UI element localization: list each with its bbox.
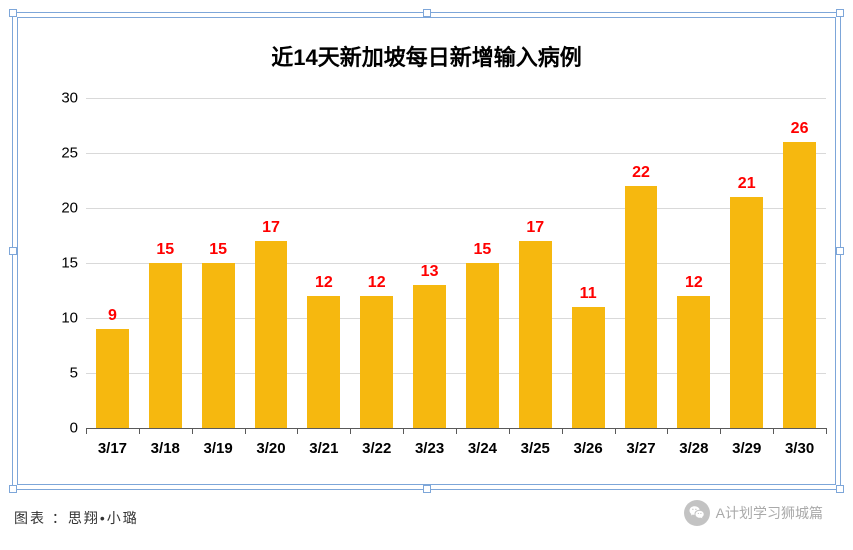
x-axis-label: 3/27 [626, 440, 655, 457]
footer-watermark: A计划学习狮城篇 [684, 500, 823, 526]
plot-area: 05101520253093/17153/18153/19173/20123/2… [86, 98, 826, 428]
x-tick [350, 428, 351, 434]
bar-value-label: 17 [526, 219, 544, 237]
bar [783, 142, 816, 428]
x-tick [192, 428, 193, 434]
x-axis-label: 3/22 [362, 440, 391, 457]
x-axis-label: 3/21 [309, 440, 338, 457]
x-tick [826, 428, 827, 434]
y-axis-label: 30 [38, 90, 78, 107]
x-axis-label: 3/23 [415, 440, 444, 457]
x-tick [403, 428, 404, 434]
bar-value-label: 21 [738, 175, 756, 193]
bar-value-label: 17 [262, 219, 280, 237]
resize-handle-left[interactable] [9, 247, 17, 255]
y-axis-label: 10 [38, 310, 78, 327]
wechat-icon [684, 500, 710, 526]
gridline [86, 98, 826, 99]
x-axis-label: 3/28 [679, 440, 708, 457]
bar [519, 241, 552, 428]
x-axis-label: 3/18 [151, 440, 180, 457]
resize-handle-right[interactable] [836, 247, 844, 255]
resize-handle-tr[interactable] [836, 9, 844, 17]
x-tick [773, 428, 774, 434]
bar-value-label: 15 [209, 241, 227, 259]
resize-handle-top[interactable] [423, 9, 431, 17]
x-axis-label: 3/17 [98, 440, 127, 457]
bar [466, 263, 499, 428]
bar [625, 186, 658, 428]
x-tick [456, 428, 457, 434]
bar [730, 197, 763, 428]
gridline [86, 263, 826, 264]
bar-value-label: 13 [421, 263, 439, 281]
x-axis-label: 3/20 [256, 440, 285, 457]
bar [572, 307, 605, 428]
gridline [86, 153, 826, 154]
x-tick [720, 428, 721, 434]
resize-handle-tl[interactable] [9, 9, 17, 17]
bar-value-label: 22 [632, 164, 650, 182]
y-axis-label: 15 [38, 255, 78, 272]
x-axis-label: 3/25 [521, 440, 550, 457]
gridline [86, 373, 826, 374]
chart-title: 近14天新加坡每日新增输入病例 [18, 40, 835, 72]
footer-credit: 图表 ：思翔•小璐 [14, 508, 139, 528]
bar [360, 296, 393, 428]
resize-handle-bottom[interactable] [423, 485, 431, 493]
x-tick [615, 428, 616, 434]
x-axis-label: 3/24 [468, 440, 497, 457]
footer-watermark-text: A计划学习狮城篇 [716, 503, 823, 523]
x-axis-label: 3/29 [732, 440, 761, 457]
x-tick [509, 428, 510, 434]
x-axis-label: 3/26 [574, 440, 603, 457]
bar [413, 285, 446, 428]
chart-frame: 近14天新加坡每日新增输入病例 0 5 10 15 20 25 30 9 3/17 15 3/18 1… [12, 12, 841, 490]
x-axis-label: 3/19 [204, 440, 233, 457]
chart-inner-frame: 近14天新加坡每日新增输入病例 0 5 10 15 20 25 30 9 3/17 15 3/18 1… [17, 17, 836, 485]
bar-value-label: 15 [474, 241, 492, 259]
bar [149, 263, 182, 428]
y-axis-label: 20 [38, 200, 78, 217]
bar-value-label: 26 [791, 120, 809, 138]
x-tick [297, 428, 298, 434]
bar [255, 241, 288, 428]
resize-handle-bl[interactable] [9, 485, 17, 493]
y-axis-label: 25 [38, 145, 78, 162]
bar [677, 296, 710, 428]
gridline [86, 318, 826, 319]
bar [307, 296, 340, 428]
x-tick [139, 428, 140, 434]
x-tick [562, 428, 563, 434]
bar-value-label: 9 [108, 307, 117, 325]
y-axis-label: 0 [38, 420, 78, 437]
bar-value-label: 11 [580, 285, 597, 303]
bar-value-label: 12 [685, 274, 703, 292]
x-tick [245, 428, 246, 434]
bar [96, 329, 129, 428]
x-axis-label: 3/30 [785, 440, 814, 457]
bar-value-label: 12 [368, 274, 386, 292]
x-tick [86, 428, 87, 434]
bar-value-label: 15 [156, 241, 174, 259]
bar-value-label: 12 [315, 274, 333, 292]
bar [202, 263, 235, 428]
y-axis-label: 5 [38, 365, 78, 382]
gridline [86, 208, 826, 209]
x-tick [667, 428, 668, 434]
resize-handle-br[interactable] [836, 485, 844, 493]
